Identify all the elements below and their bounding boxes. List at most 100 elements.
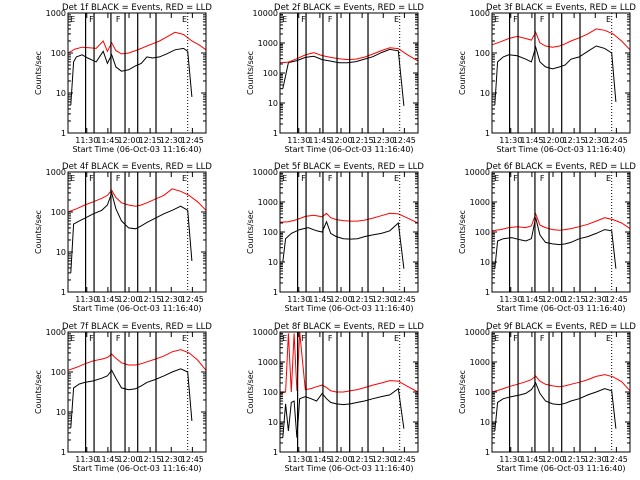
panel-1: Det 1f BLACK = Events, RED = LLD E F F E 1 10 1… (34, 3, 212, 154)
x-axis-label: Start Time (06-Oct-03 11:16:40) (496, 464, 625, 473)
marker-letter: F (513, 174, 518, 183)
x-tick-label: 11:30 (287, 455, 310, 464)
y-tick-label: 10000 (253, 168, 278, 177)
marker-letter: E (606, 174, 611, 183)
panel-title: Det 7f BLACK = Events, RED = LLD (62, 322, 212, 332)
series-events-line (282, 387, 405, 438)
x-tick-label: 11:30 (499, 136, 522, 145)
marker-letter: E (394, 174, 399, 183)
panel-title: Det 6f BLACK = Events, RED = LLD (486, 162, 636, 172)
y-tick-label: 10 (480, 89, 490, 98)
y-tick-label: 10000 (253, 9, 278, 18)
panel-title: Det 1f BLACK = Events, RED = LLD (62, 3, 212, 13)
series-lld-line (67, 188, 207, 213)
y-tick-label: 1 (273, 288, 278, 297)
panel-2: Det 2f BLACK = Events, RED = LLD E F F E 1 10 1… (246, 3, 424, 154)
series-events-line (282, 220, 405, 269)
y-tick-label: 10 (268, 99, 278, 108)
x-tick-label: 11:30 (287, 136, 310, 145)
marker-letter: E (394, 15, 399, 24)
x-tick-label: 12:00 (541, 295, 564, 304)
x-tick-label: 11:45 (96, 136, 119, 145)
panel-title: Det 2f BLACK = Events, RED = LLD (274, 3, 424, 13)
x-axis-label: Start Time (06-Oct-03 11:16:40) (284, 464, 413, 473)
panel-title: Det 8f BLACK = Events, RED = LLD (274, 322, 424, 332)
y-tick-label: 10 (268, 418, 278, 427)
marker-letter: F (301, 174, 306, 183)
x-tick-label: 12:45 (181, 295, 204, 304)
marker-letter: E (182, 15, 187, 24)
marker-letter: F (328, 174, 333, 183)
y-tick-label: 10 (56, 408, 66, 417)
y-axis-label: Counts/sec (246, 370, 255, 414)
plot-frame (67, 12, 207, 134)
series-lld-line (279, 212, 419, 224)
x-tick-label: 12:00 (541, 136, 564, 145)
y-tick-label: 1000 (470, 358, 490, 367)
x-tick-label: 11:45 (308, 295, 331, 304)
y-tick-label: 1 (485, 448, 490, 457)
x-axis-label: Start Time (06-Oct-03 11:16:40) (284, 145, 413, 154)
series-lld-line (491, 374, 631, 393)
x-tick-label: 12:45 (605, 295, 628, 304)
y-tick-label: 1 (61, 288, 66, 297)
plot-frame (491, 171, 631, 293)
panel-title: Det 9f BLACK = Events, RED = LLD (486, 322, 636, 332)
x-tick-label: 12:15 (139, 455, 162, 464)
panel-title: Det 3f BLACK = Events, RED = LLD (486, 3, 636, 13)
y-tick-label: 1000 (258, 198, 278, 207)
marker-letter: F (89, 174, 94, 183)
series-events-line (282, 48, 405, 106)
series-events-line (70, 191, 193, 273)
series-events-line (70, 47, 193, 106)
marker-letter: F (540, 15, 545, 24)
x-tick-label: 12:30 (372, 136, 395, 145)
y-tick-label: 100 (263, 228, 278, 237)
marker-letter: E (70, 15, 75, 24)
plot-frame (279, 12, 419, 134)
series-lld-line (279, 47, 419, 64)
y-tick-label: 10000 (465, 168, 490, 177)
panel-4: Det 4f BLACK = Events, RED = LLD E F F E 1 10 1… (34, 162, 212, 313)
marker-letter: E (70, 174, 75, 183)
marker-letter: F (116, 174, 121, 183)
x-tick-label: 11:30 (499, 295, 522, 304)
x-tick-label: 11:30 (75, 455, 98, 464)
series-lld-line (491, 212, 631, 232)
x-axis-label: Start Time (06-Oct-03 11:16:40) (72, 145, 201, 154)
x-tick-label: 12:15 (139, 295, 162, 304)
series-lld-line (491, 28, 631, 51)
y-tick-label: 10 (56, 248, 66, 257)
x-tick-label: 12:30 (584, 295, 607, 304)
x-tick-label: 11:45 (520, 136, 543, 145)
marker-letter: F (116, 15, 121, 24)
y-tick-label: 10 (56, 89, 66, 98)
x-tick-label: 12:00 (329, 295, 352, 304)
y-tick-label: 10000 (465, 328, 490, 337)
x-axis-label: Start Time (06-Oct-03 11:16:40) (496, 145, 625, 154)
panel-6: Det 6f BLACK = Events, RED = LLD E F F E 1 10 1… (458, 162, 636, 313)
plot-frame (67, 331, 207, 453)
y-tick-label: 1 (273, 129, 278, 138)
y-tick-label: 100 (475, 228, 490, 237)
marker-letter: E (282, 174, 287, 183)
x-tick-label: 12:15 (351, 295, 374, 304)
panel-8: Det 8f BLACK = Events, RED = LLD E F F E 1 10 1… (246, 322, 424, 473)
y-tick-label: 1 (273, 448, 278, 457)
y-tick-label: 100 (475, 388, 490, 397)
plot-frame (491, 12, 631, 134)
y-tick-label: 100 (263, 388, 278, 397)
x-tick-label: 12:30 (584, 455, 607, 464)
y-axis-label: Counts/sec (458, 51, 467, 95)
x-axis-label: Start Time (06-Oct-03 11:16:40) (284, 304, 413, 313)
plot-frame (67, 171, 207, 293)
y-tick-label: 1000 (470, 198, 490, 207)
x-tick-label: 12:00 (117, 295, 140, 304)
plot-frame (279, 331, 419, 453)
series-events-line (494, 217, 617, 269)
x-tick-label: 12:45 (393, 136, 416, 145)
x-tick-label: 12:45 (181, 136, 204, 145)
marker-letter: E (494, 174, 499, 183)
x-tick-label: 11:45 (308, 136, 331, 145)
y-axis-label: Counts/sec (34, 370, 43, 414)
